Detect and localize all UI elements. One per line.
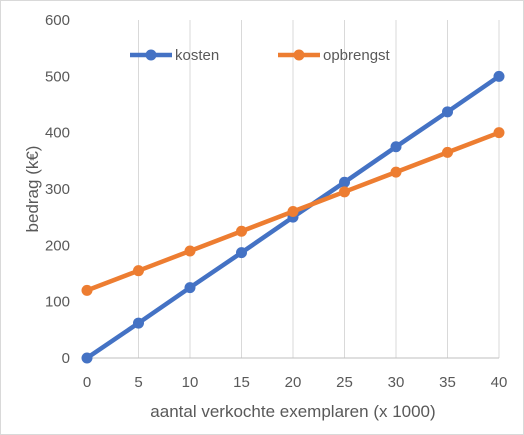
- y-tick-label: 600: [45, 12, 70, 29]
- y-tick-label: 100: [45, 294, 70, 311]
- legend-label-opbrengst: opbrengst: [323, 47, 391, 64]
- x-tick-label: 10: [182, 374, 199, 391]
- data-point-opbrengst: [81, 284, 93, 296]
- legend: kosten opbrengst: [130, 47, 391, 64]
- y-tick-label: 400: [45, 125, 70, 142]
- data-point-opbrengst: [493, 127, 505, 139]
- data-point-opbrengst: [390, 166, 402, 178]
- x-tick-label: 0: [83, 374, 91, 391]
- series-lines: [81, 70, 505, 364]
- data-point-kosten: [81, 352, 93, 364]
- y-axis-tick-labels: 0 100 200 300 400 500 600: [45, 12, 70, 367]
- data-point-kosten: [390, 141, 402, 153]
- vertical-gridlines: [87, 20, 500, 359]
- y-tick-label: 0: [62, 350, 70, 367]
- x-axis-tick-labels: 0 5 10 15 20 25 30 35 40: [83, 374, 508, 391]
- x-tick-label: 35: [439, 374, 456, 391]
- legend-label-kosten: kosten: [175, 47, 219, 64]
- data-point-opbrengst: [287, 206, 299, 218]
- x-tick-label: 40: [491, 374, 508, 391]
- data-point-opbrengst: [236, 225, 247, 237]
- x-tick-label: 15: [233, 374, 250, 391]
- y-tick-label: 500: [45, 68, 70, 85]
- data-point-kosten: [184, 282, 196, 294]
- data-point-opbrengst: [442, 146, 453, 158]
- data-point-opbrengst: [133, 265, 144, 277]
- x-axis-title: aantal verkochte exemplaren (x 1000): [150, 402, 435, 421]
- x-tick-label: 20: [285, 374, 302, 391]
- x-tick-label: 25: [336, 374, 353, 391]
- x-tick-label: 30: [388, 374, 405, 391]
- data-point-kosten: [493, 70, 505, 82]
- legend-marker-opbrengst: [293, 49, 305, 61]
- x-tick-label: 5: [134, 374, 142, 391]
- data-point-kosten: [236, 247, 247, 259]
- y-tick-label: 200: [45, 237, 70, 254]
- y-axis-title: bedrag (k€): [23, 146, 42, 233]
- data-point-opbrengst: [184, 245, 196, 257]
- data-point-opbrengst: [339, 186, 350, 198]
- data-point-kosten: [133, 317, 144, 329]
- legend-marker-kosten: [145, 49, 157, 61]
- y-tick-label: 300: [45, 181, 70, 198]
- data-point-kosten: [442, 106, 453, 118]
- data-point-kosten: [339, 176, 350, 188]
